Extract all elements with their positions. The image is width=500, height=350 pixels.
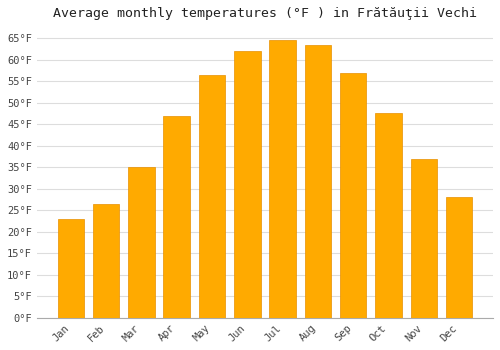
- Bar: [234, 51, 260, 318]
- Bar: [304, 45, 331, 318]
- Bar: [198, 75, 225, 318]
- Bar: [410, 159, 437, 318]
- Bar: [128, 167, 154, 318]
- Bar: [270, 40, 296, 318]
- Title: Average monthly temperatures (°F ) in Frătăuţii Vechi: Average monthly temperatures (°F ) in Fr…: [53, 7, 477, 20]
- Bar: [375, 113, 402, 318]
- Bar: [93, 204, 120, 318]
- Bar: [58, 219, 84, 318]
- Bar: [340, 72, 366, 318]
- Bar: [164, 116, 190, 318]
- Bar: [446, 197, 472, 318]
